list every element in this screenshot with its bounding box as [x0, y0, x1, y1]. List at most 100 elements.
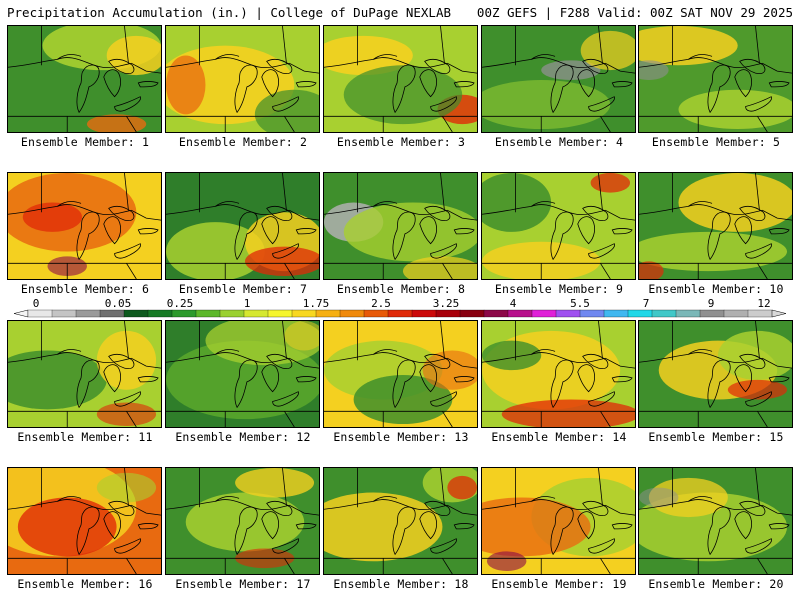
ensemble-member-label: Ensemble Member: 3 — [336, 135, 466, 149]
ensemble-member-label: Ensemble Member: 6 — [20, 282, 150, 296]
colorbar-swatch — [51, 309, 77, 318]
precip-contour-region — [324, 35, 413, 76]
colorbar-swatch — [531, 309, 557, 318]
colorbar-tick-label: 4 — [510, 298, 517, 310]
colorbar-swatch — [363, 309, 389, 318]
colorbar-max-arrow — [771, 309, 786, 318]
colorbar-tick-label: 3.25 — [433, 298, 460, 310]
colorbar-tick-label: 2.5 — [371, 298, 391, 310]
ensemble-member-label: Ensemble Member: 1 — [20, 135, 150, 149]
colorbar-swatch — [699, 309, 725, 318]
ensemble-map-9 — [481, 172, 636, 280]
ensemble-map-17 — [165, 467, 320, 575]
ensemble-member-label: Ensemble Member: 13 — [333, 430, 469, 444]
precip-contour-region — [86, 114, 147, 132]
map-outline — [639, 173, 792, 279]
colorbar-swatch — [291, 309, 317, 318]
precip-contour-region — [482, 173, 552, 232]
colorbar-swatch — [99, 309, 125, 318]
map-outline — [8, 173, 161, 279]
map-outline — [639, 468, 792, 574]
precip-colorbar: 0 0.05 0.25 1 1.75 2.5 3.25 4 5.5 7 9 12 — [14, 298, 786, 318]
map-outline — [324, 26, 477, 132]
precip-contour-region — [678, 173, 792, 232]
ensemble-map-14 — [481, 320, 636, 428]
precip-contour-region — [639, 26, 738, 66]
ensemble-map-12 — [165, 320, 320, 428]
map-outline — [8, 26, 161, 132]
map-outline — [8, 321, 161, 427]
precip-contour-region — [447, 475, 477, 500]
ensemble-map-13 — [323, 320, 478, 428]
colorbar-tick-label: 12 — [757, 298, 770, 310]
colorbar-swatch — [267, 309, 293, 318]
ensemble-member-label: Ensemble Member: 18 — [333, 577, 469, 591]
colorbar-swatch — [483, 309, 509, 318]
colorbar-swatch — [579, 309, 605, 318]
precip-contour-region — [166, 55, 206, 115]
ensemble-member-label: Ensemble Member: 2 — [178, 135, 308, 149]
precip-contour-region — [501, 399, 635, 427]
precip-contour-region — [254, 89, 319, 132]
run-info: 00Z GEFS | F288 Valid: 00Z SAT NOV 29 20… — [476, 5, 793, 20]
map-outline — [8, 468, 161, 574]
page-title: Precipitation Accumulation (in.) | Colle… — [7, 5, 452, 20]
colorbar-swatch — [171, 309, 197, 318]
ensemble-map-8 — [323, 172, 478, 280]
ensemble-map-19 — [481, 467, 636, 575]
colorbar-swatch — [747, 309, 773, 318]
precip-contour-region — [353, 374, 453, 425]
precip-contour-region — [284, 321, 319, 351]
ensemble-map-18 — [323, 467, 478, 575]
ensemble-map-4 — [481, 25, 636, 133]
ensemble-member-label: Ensemble Member: 8 — [336, 282, 466, 296]
colorbar-min-arrow — [14, 309, 29, 318]
colorbar-tick-label: 0.05 — [105, 298, 132, 310]
colorbar-swatch — [651, 309, 677, 318]
colorbar-tick-label: 0.25 — [167, 298, 194, 310]
ensemble-map-11 — [7, 320, 162, 428]
ensemble-member-label: Ensemble Member: 11 — [17, 430, 153, 444]
colorbar-tick-label: 9 — [708, 298, 715, 310]
colorbar-swatch — [603, 309, 629, 318]
colorbar-swatch — [459, 309, 485, 318]
precip-contour-region — [185, 492, 305, 552]
ensemble-map-3 — [323, 25, 478, 133]
colorbar-tick-label: 0 — [33, 298, 40, 310]
ensemble-map-20 — [638, 467, 793, 575]
precip-contour-region — [106, 35, 161, 76]
colorbar-swatch — [435, 309, 461, 318]
colorbar-swatch — [723, 309, 749, 318]
ensemble-member-label: Ensemble Member: 7 — [178, 282, 308, 296]
colorbar-tick-label: 5.5 — [570, 298, 590, 310]
precip-contour-region — [678, 89, 792, 130]
colorbar-swatch — [75, 309, 101, 318]
ensemble-member-label: Ensemble Member: 16 — [17, 577, 153, 591]
ensemble-map-15 — [638, 320, 793, 428]
precip-contour-region — [96, 330, 157, 390]
map-outline — [324, 321, 477, 427]
map-outline — [639, 321, 792, 427]
ensemble-member-label: Ensemble Member: 19 — [491, 577, 627, 591]
precip-contour-region — [639, 60, 669, 80]
precip-contour-region — [482, 241, 601, 279]
precip-contour-region — [590, 173, 631, 193]
ensemble-map-16 — [7, 467, 162, 575]
ensemble-map-5 — [638, 25, 793, 133]
precip-contour-region — [727, 379, 788, 400]
colorbar-swatch — [147, 309, 173, 318]
colorbar-tick-label: 1.75 — [303, 298, 330, 310]
map-outline — [639, 26, 792, 132]
colorbar-swatch — [123, 309, 149, 318]
precip-contour-region — [580, 30, 635, 71]
precip-contour-region — [96, 402, 157, 427]
precip-contour-region — [639, 261, 664, 279]
map-outline — [482, 173, 635, 279]
colorbar-swatch — [675, 309, 701, 318]
ensemble-map-7 — [165, 172, 320, 280]
precip-contour-region — [639, 231, 788, 272]
precip-contour-region — [235, 468, 315, 498]
colorbar-swatch — [243, 309, 269, 318]
colorbar-swatch — [411, 309, 437, 318]
map-outline — [482, 26, 635, 132]
